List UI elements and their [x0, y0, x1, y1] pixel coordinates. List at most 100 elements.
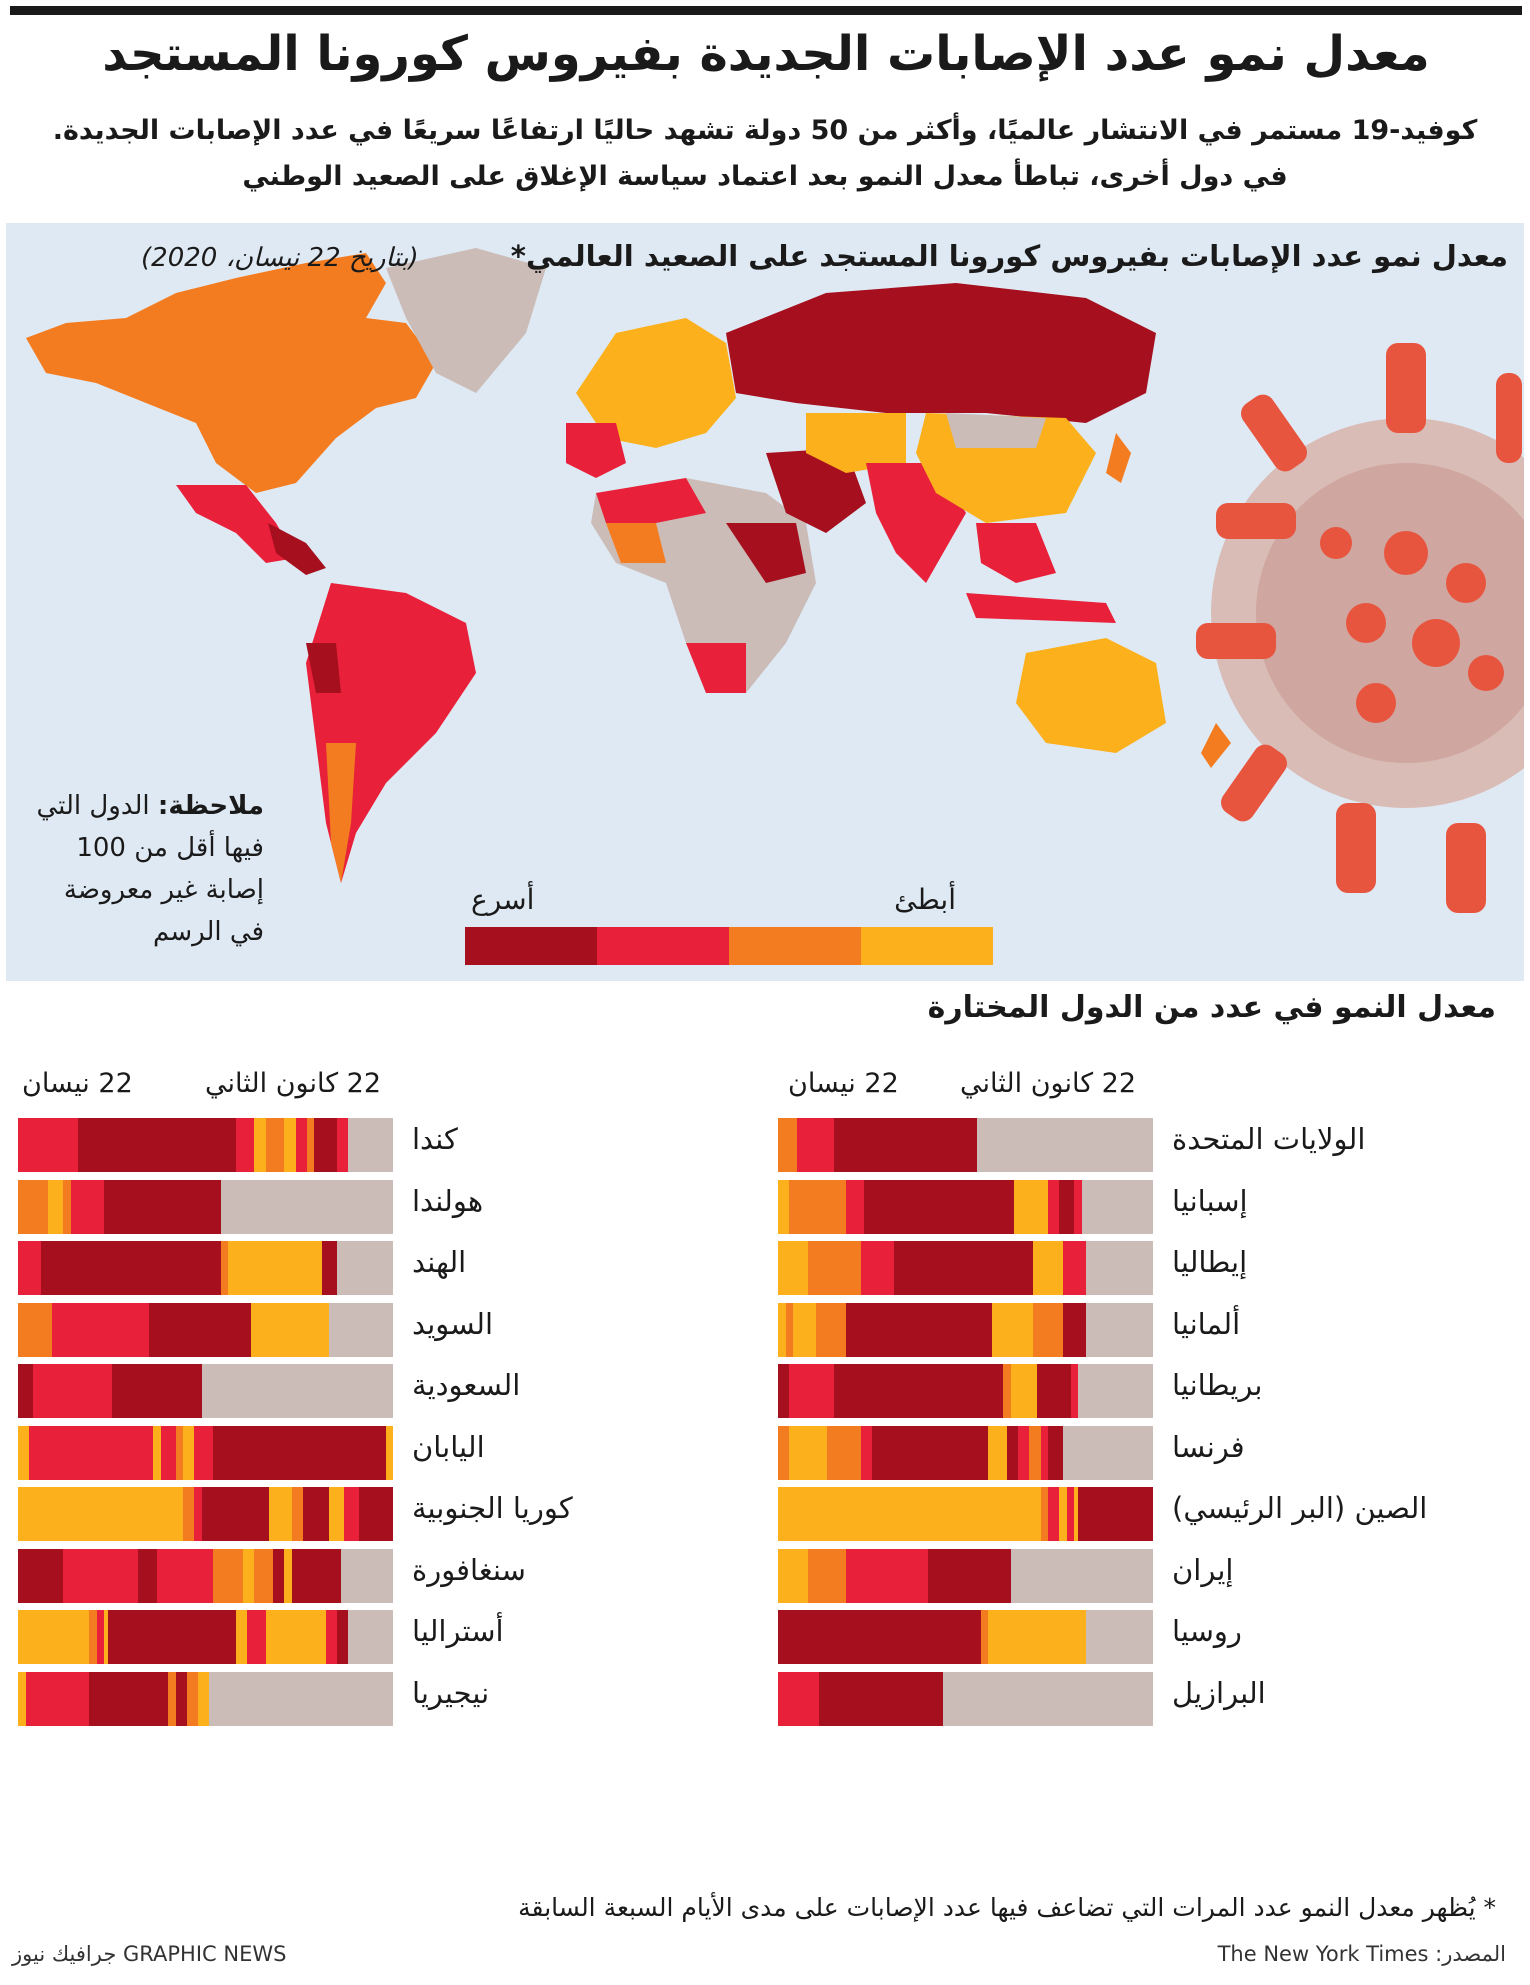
growth-segment-fast: [336, 1118, 349, 1172]
growth-segment-none: [1078, 1364, 1153, 1418]
growth-segment-slowest: [18, 1671, 26, 1726]
growth-segment-fastest: [928, 1548, 1011, 1603]
bar-chart-left: 22 كانون الثاني 22 نيسان كندا هولندا الهند…: [10, 1060, 750, 1860]
map-africa-south: [686, 643, 746, 693]
growth-segment-slowest: [789, 1425, 828, 1480]
growth-segment-fast: [845, 1179, 865, 1234]
country-label: كندا: [412, 1122, 458, 1156]
subtitle-line-2: في دول أخرى، تباطأ معدل النمو بعد اعتماد…: [242, 161, 1288, 192]
map-africa-north: [596, 478, 706, 523]
growth-segment-fastest: [291, 1548, 341, 1603]
virus-illustration: [1196, 343, 1524, 913]
growth-segment-fastest: [1006, 1425, 1019, 1480]
growth-segment-slowest: [48, 1179, 64, 1234]
growth-segment-fast: [29, 1425, 154, 1480]
growth-segment-fast: [63, 1548, 139, 1603]
growth-segment-slowest: [778, 1179, 790, 1234]
growth-segment-slowest: [284, 1548, 293, 1603]
growth-segment-slowest: [198, 1671, 210, 1726]
growth-bar: [778, 1671, 1153, 1726]
country-label: بريطانيا: [1172, 1368, 1263, 1402]
country-label: سنغافورة: [412, 1552, 526, 1587]
growth-segment-fast: [194, 1425, 214, 1480]
growth-segment-none: [340, 1548, 393, 1603]
growth-segment-none: [976, 1118, 1153, 1172]
map-note: ملاحظة: الدول التي فيها أقل من 100 إصابة…: [24, 785, 264, 953]
country-label: السويد: [412, 1306, 494, 1341]
growth-segment-none: [201, 1364, 393, 1418]
growth-segment-fastest: [845, 1302, 993, 1357]
map-japan: [1106, 433, 1131, 483]
growth-segment-fast: [789, 1364, 835, 1418]
growth-segment-none: [1063, 1425, 1153, 1480]
growth-segment-slow: [186, 1671, 199, 1726]
growth-segment-slow: [183, 1487, 195, 1541]
map-europe-west: [566, 423, 626, 478]
country-row: السويد: [10, 1302, 750, 1357]
growth-segment-none: [1010, 1548, 1153, 1603]
legend-swatch-fast: [597, 927, 729, 965]
growth-segment-slowest: [18, 1487, 184, 1541]
growth-segment-slowest: [778, 1302, 786, 1357]
section-title: معدل النمو في عدد من الدول المختارة: [927, 990, 1496, 1025]
growth-segment-slowest: [1074, 1487, 1079, 1541]
growth-segment-fastest: [834, 1364, 1004, 1418]
growth-segment-fastest: [175, 1671, 188, 1726]
growth-bar: [18, 1241, 393, 1295]
growth-segment-none: [220, 1179, 393, 1234]
country-label: الولايات المتحدة: [1172, 1122, 1366, 1156]
growth-segment-slowest: [385, 1425, 393, 1480]
growth-segment-slowest: [284, 1118, 296, 1172]
country-label: روسيا: [1172, 1614, 1242, 1648]
country-label: هولندا: [412, 1183, 484, 1218]
country-row: هولندا: [10, 1179, 750, 1234]
growth-segment-fastest: [18, 1364, 34, 1418]
growth-segment-none: [1085, 1302, 1153, 1357]
map-greenland: [386, 248, 546, 393]
country-label: البرازيل: [1172, 1675, 1266, 1710]
growth-segment-slow: [1003, 1364, 1011, 1418]
growth-segment-slow: [213, 1548, 244, 1603]
header-jan-right: 22 كانون الثاني: [960, 1068, 1137, 1099]
growth-segment-fast: [235, 1118, 255, 1172]
growth-segment-fastest: [1048, 1425, 1064, 1480]
map-africa-east: [726, 523, 806, 583]
map-central-america: [268, 523, 326, 575]
growth-segment-fastest: [864, 1179, 1015, 1234]
map-north-america: [26, 253, 436, 493]
growth-segment-fastest: [1063, 1302, 1086, 1357]
page-title: معدل نمو عدد الإصابات الجديدة بفيروس كور…: [102, 26, 1430, 82]
subtitle: كوفيد-19 مستمر في الانتشار عالميًا، وأكث…: [40, 108, 1490, 200]
growth-segment-fast: [1048, 1179, 1060, 1234]
map-new-zealand: [1201, 723, 1231, 768]
growth-segment-fast: [295, 1118, 308, 1172]
growth-segment-slowest: [1059, 1487, 1068, 1541]
map-peru: [306, 643, 341, 693]
growth-bar: [778, 1179, 1153, 1234]
growth-segment-slow: [254, 1548, 274, 1603]
map-se-asia: [976, 523, 1056, 583]
country-label: السعودية: [412, 1368, 521, 1402]
map-date: (بتاريخ 22 نيسان، 2020): [141, 243, 419, 273]
growth-segment-slow: [265, 1118, 285, 1172]
country-row: كوريا الجنوبية: [10, 1487, 750, 1541]
growth-segment-slow: [815, 1302, 846, 1357]
bar-chart-right: 22 كانون الثاني 22 نيسان الولايات المتحد…: [770, 1060, 1510, 1860]
country-row: كندا: [10, 1118, 750, 1172]
growth-segment-fastest: [108, 1610, 236, 1664]
growth-segment-fastest: [213, 1425, 386, 1480]
note-label: ملاحظة:: [157, 791, 264, 821]
note-text: الدول التي فيها أقل من 100 إصابة غير معر…: [36, 791, 264, 947]
country-label: أستراليا: [412, 1614, 504, 1648]
growth-segment-slowest: [1014, 1179, 1049, 1234]
growth-segment-fastest: [778, 1364, 790, 1418]
growth-segment-none: [1081, 1179, 1153, 1234]
growth-segment-none: [1085, 1610, 1153, 1664]
growth-segment-slowest: [104, 1610, 109, 1664]
growth-segment-fast: [1070, 1364, 1079, 1418]
growth-segment-slow: [1040, 1487, 1049, 1541]
growth-segment-slow: [18, 1179, 49, 1234]
growth-segment-fastest: [894, 1241, 1034, 1295]
growth-bar: [18, 1364, 393, 1418]
growth-segment-fastest: [321, 1241, 338, 1295]
